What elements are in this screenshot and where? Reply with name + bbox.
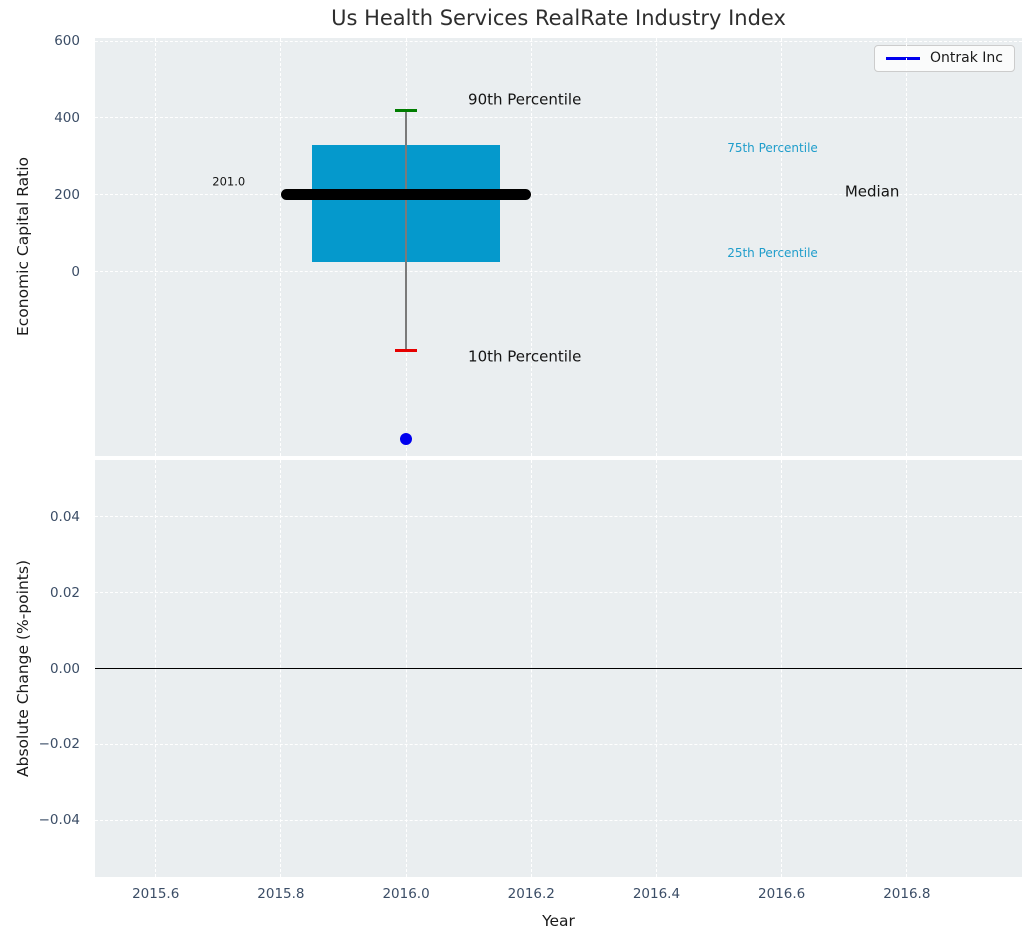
label-25th-percentile: 25th Percentile xyxy=(727,245,818,260)
p90-cap xyxy=(395,109,418,113)
axes-economic-capital-ratio: Ontrak Inc 90th Percentile 10th Percentil… xyxy=(95,38,1022,456)
chart-title: Us Health Services RealRate Industry Ind… xyxy=(331,6,786,30)
ytick-label: 600 xyxy=(54,33,80,50)
gridline-y xyxy=(95,271,1022,273)
gridline-x xyxy=(906,38,908,456)
ytick-label: 0.02 xyxy=(49,584,80,601)
gridline-x xyxy=(155,38,157,456)
gridline-y xyxy=(95,592,1022,594)
gridline-y xyxy=(95,516,1022,518)
gridline-y xyxy=(95,743,1022,745)
label-median-value: 201.0 xyxy=(212,174,246,189)
xtick-label: 2016.8 xyxy=(883,886,931,902)
median-line xyxy=(280,188,532,200)
gridline-y xyxy=(95,819,1022,821)
ytick-label: 0.04 xyxy=(49,508,80,525)
axes-absolute-change xyxy=(95,460,1022,877)
xtick-label: 2016.4 xyxy=(632,886,681,902)
label-75th-percentile: 75th Percentile xyxy=(727,140,818,155)
ytick-label: 400 xyxy=(54,109,80,126)
gridline-x xyxy=(530,38,532,456)
zero-line xyxy=(95,667,1022,670)
ytick-label: 0 xyxy=(71,263,80,280)
gridline-x xyxy=(655,38,657,456)
ytick-label: −0.02 xyxy=(38,736,80,753)
xtick-label: 2015.6 xyxy=(132,886,180,902)
legend-label: Ontrak Inc xyxy=(930,50,1003,66)
legend-line-sample xyxy=(886,56,921,60)
p10-cap xyxy=(395,348,418,352)
xtick-label: 2016.0 xyxy=(382,886,430,902)
x-axis-label: Year xyxy=(542,912,575,930)
data-point xyxy=(400,432,413,445)
xtick-label: 2016.2 xyxy=(507,886,555,902)
ytick-label: −0.04 xyxy=(38,812,80,829)
ylabel-top-wrap: Economic Capital Ratio xyxy=(8,38,38,456)
gridline-y xyxy=(95,40,1022,42)
whisker-line xyxy=(405,110,407,351)
label-10th-percentile: 10th Percentile xyxy=(468,347,582,366)
y-axis-label-top: Economic Capital Ratio xyxy=(14,157,32,337)
gridline-x xyxy=(280,38,282,456)
label-median: Median xyxy=(844,182,900,201)
label-90th-percentile: 90th Percentile xyxy=(468,90,582,109)
xtick-label: 2015.8 xyxy=(257,886,305,902)
ytick-label: 0.00 xyxy=(49,660,80,677)
gridline-y xyxy=(95,117,1022,119)
legend: Ontrak Inc xyxy=(874,45,1015,72)
gridline-x xyxy=(781,38,783,456)
gridline-y xyxy=(95,194,1022,196)
ytick-label: 200 xyxy=(54,186,80,203)
xtick-label: 2016.6 xyxy=(758,886,806,902)
